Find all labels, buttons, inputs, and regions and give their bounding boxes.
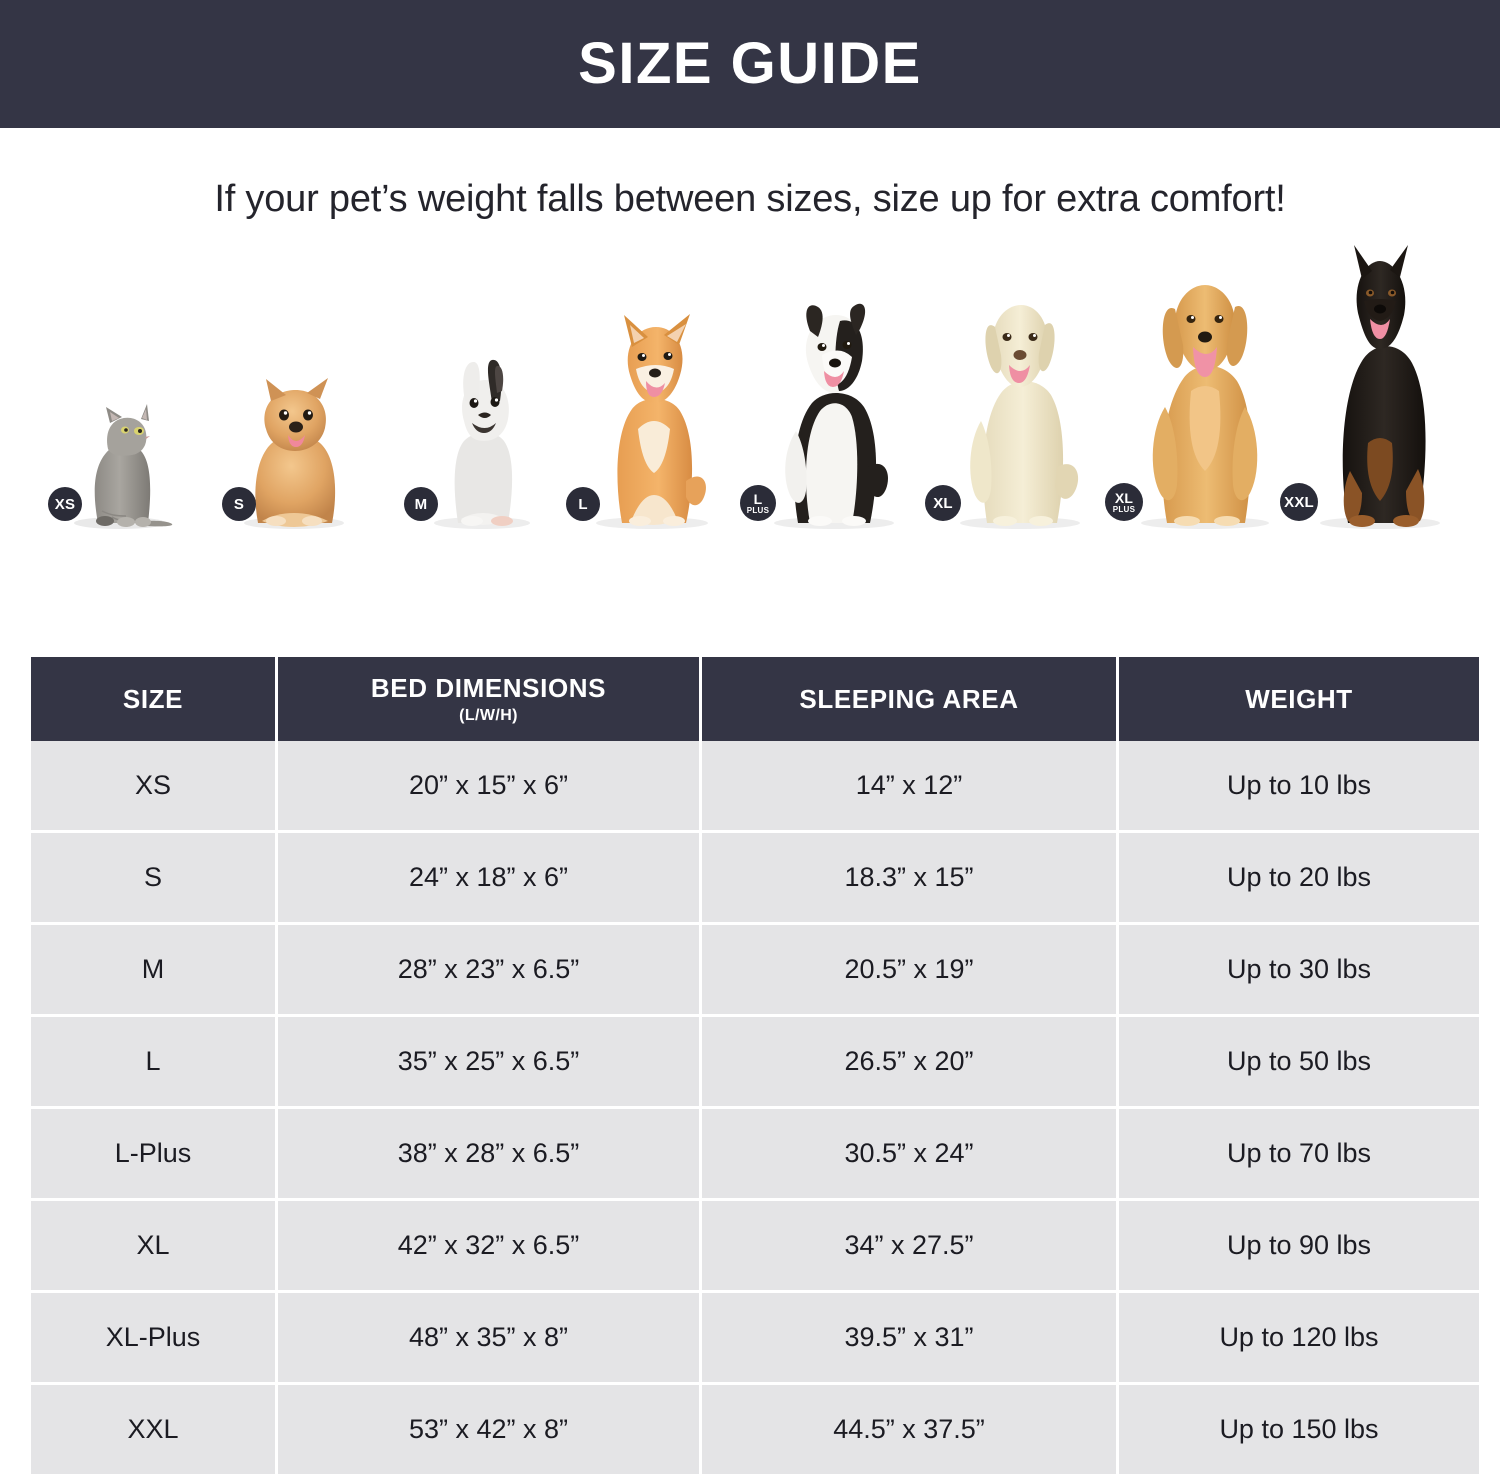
cell-dimensions: 28” x 23” x 6.5” [277,924,701,1016]
cell-size: S [31,832,277,924]
cell-sleeping-area: 30.5” x 24” [701,1108,1118,1200]
size-badge-xl-plus: XL PLUS [1105,483,1143,521]
table-row: M 28” x 23” x 6.5” 20.5” x 19” Up to 30 … [31,924,1479,1016]
size-badge-label: XS [55,497,75,512]
cell-weight: Up to 120 lbs [1118,1292,1480,1384]
column-header-sleeping-area: SLEEPING AREA [701,657,1118,741]
column-header-bed-dimensions: BED DIMENSIONS (L/W/H) [277,657,701,741]
animal-slot-s: S [222,351,372,531]
table-row: L 35” x 25” x 6.5” 26.5” x 20” Up to 50 … [31,1016,1479,1108]
size-badge-label: XL [1115,491,1133,505]
size-badge-xs: XS [48,487,82,521]
cell-weight: Up to 90 lbs [1118,1200,1480,1292]
size-table-head: SIZE BED DIMENSIONS (L/W/H) SLEEPING ARE… [31,657,1479,741]
page-header-bar: SIZE GUIDE [0,0,1500,128]
cell-weight: Up to 20 lbs [1118,832,1480,924]
size-badge-sublabel: PLUS [747,507,770,515]
cell-size: XL-Plus [31,1292,277,1384]
cell-sleeping-area: 44.5” x 37.5” [701,1384,1118,1474]
table-row: L-Plus 38” x 28” x 6.5” 30.5” x 24” Up t… [31,1108,1479,1200]
column-header-label: SIZE [123,684,183,714]
cell-weight: Up to 10 lbs [1118,741,1480,832]
column-header-label: BED DIMENSIONS [371,673,606,703]
size-badge-label: XXL [1284,495,1314,510]
size-badge-s: S [222,487,256,521]
cell-size: XS [31,741,277,832]
cell-dimensions: 48” x 35” x 8” [277,1292,701,1384]
animal-slot-xl-plus: XL PLUS [1105,261,1305,531]
size-table-body: XS 20” x 15” x 6” 14” x 12” Up to 10 lbs… [31,741,1479,1474]
animal-slot-l-plus: L PLUS [740,281,930,531]
column-header-label: WEIGHT [1245,684,1353,714]
cell-size: L [31,1016,277,1108]
cell-size: M [31,924,277,1016]
cell-size: XXL [31,1384,277,1474]
size-badge-l-plus: L PLUS [740,485,776,521]
column-header-weight: WEIGHT [1118,657,1480,741]
size-badge-label: XL [933,496,953,511]
column-header-sublabel: (L/W/H) [278,707,699,725]
animal-slot-xxl: XXL [1280,243,1480,531]
column-header-label: SLEEPING AREA [799,684,1018,714]
cell-dimensions: 42” x 32” x 6.5” [277,1200,701,1292]
column-header-size: SIZE [31,657,277,741]
cell-sleeping-area: 26.5” x 20” [701,1016,1118,1108]
cell-weight: Up to 30 lbs [1118,924,1480,1016]
size-badge-label: M [415,497,428,512]
cell-dimensions: 53” x 42” x 8” [277,1384,701,1474]
cell-sleeping-area: 14” x 12” [701,741,1118,832]
animal-slot-xl: XL [925,275,1115,531]
cell-sleeping-area: 18.3” x 15” [701,832,1118,924]
size-badge-xl: XL [925,485,961,521]
table-row: XS 20” x 15” x 6” 14” x 12” Up to 10 lbs [31,741,1479,832]
size-badge-xxl: XXL [1280,483,1318,521]
size-table-container: SIZE BED DIMENSIONS (L/W/H) SLEEPING ARE… [31,657,1470,1474]
size-table: SIZE BED DIMENSIONS (L/W/H) SLEEPING ARE… [31,657,1479,1474]
cell-sleeping-area: 39.5” x 31” [701,1292,1118,1384]
animal-lineup: XS S [0,231,1500,531]
size-badge-label: S [234,497,244,512]
animal-slot-xs: XS [48,371,198,531]
cell-weight: Up to 150 lbs [1118,1384,1480,1474]
table-row: S 24” x 18” x 6” 18.3” x 15” Up to 20 lb… [31,832,1479,924]
size-badge-l: L [566,487,600,521]
cell-weight: Up to 50 lbs [1118,1016,1480,1108]
size-badge-sublabel: PLUS [1113,506,1136,514]
cell-dimensions: 35” x 25” x 6.5” [277,1016,701,1108]
subtitle-container: If your pet’s weight falls between sizes… [0,128,1500,221]
size-badge-label: L [754,492,763,506]
page-title: SIZE GUIDE [578,35,922,93]
cell-dimensions: 20” x 15” x 6” [277,741,701,832]
size-badge-label: L [578,497,587,512]
cell-size: L-Plus [31,1108,277,1200]
cell-dimensions: 24” x 18” x 6” [277,832,701,924]
table-row: XXL 53” x 42” x 8” 44.5” x 37.5” Up to 1… [31,1384,1479,1474]
cell-sleeping-area: 34” x 27.5” [701,1200,1118,1292]
subtitle-text: If your pet’s weight falls between sizes… [214,178,1285,221]
animal-slot-m: M [404,331,564,531]
cell-size: XL [31,1200,277,1292]
table-header-row: SIZE BED DIMENSIONS (L/W/H) SLEEPING ARE… [31,657,1479,741]
table-row: XL-Plus 48” x 35” x 8” 39.5” x 31” Up to… [31,1292,1479,1384]
animal-slot-l: L [566,291,746,531]
cell-weight: Up to 70 lbs [1118,1108,1480,1200]
table-row: XL 42” x 32” x 6.5” 34” x 27.5” Up to 90… [31,1200,1479,1292]
size-badge-m: M [404,487,438,521]
cell-dimensions: 38” x 28” x 6.5” [277,1108,701,1200]
cell-sleeping-area: 20.5” x 19” [701,924,1118,1016]
